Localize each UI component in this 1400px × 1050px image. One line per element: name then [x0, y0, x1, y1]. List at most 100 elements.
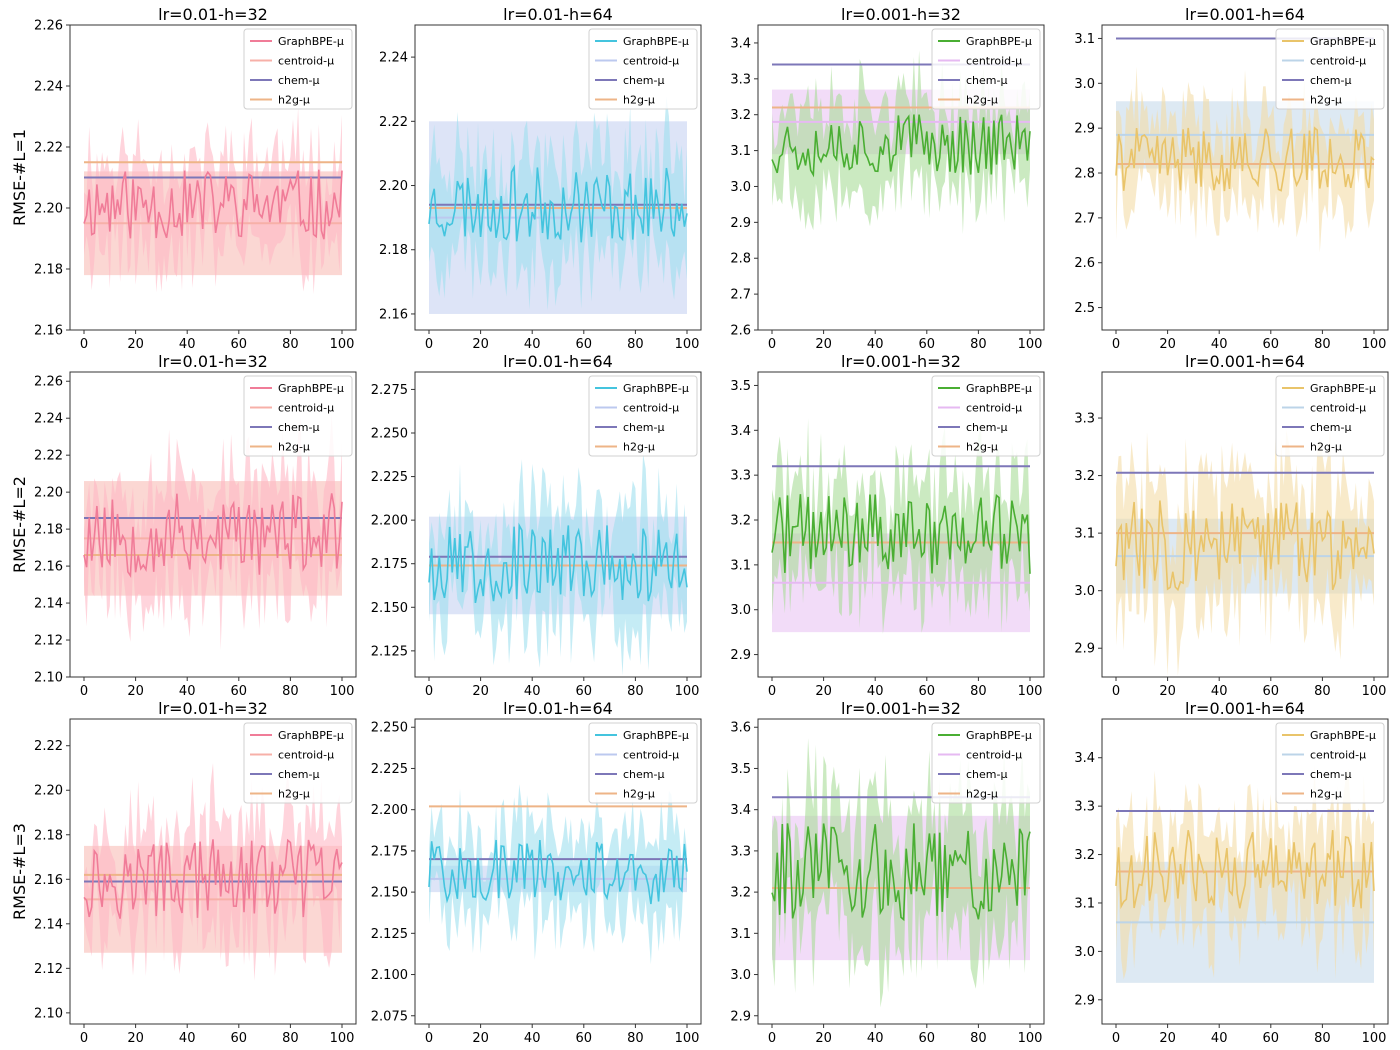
x-tick-label: 20 — [1159, 337, 1176, 352]
y-tick-label: 3.4 — [730, 424, 751, 439]
x-tick-label: 100 — [330, 337, 355, 352]
x-tick-label: 20 — [472, 684, 489, 699]
legend: GraphBPE-μ centroid-μ chem-μ h2g-μ — [243, 28, 353, 110]
legend: GraphBPE-μ centroid-μ chem-μ h2g-μ — [588, 722, 698, 804]
y-tick-label: 2.12 — [34, 634, 63, 649]
y-tick-label: 3.5 — [730, 379, 751, 394]
subplot-title: lr=0.01-h=32 — [158, 5, 268, 24]
plot-frame — [69, 718, 357, 1025]
legend: GraphBPE-μ centroid-μ chem-μ h2g-μ — [243, 722, 353, 804]
subplot-title: lr=0.001-h=64 — [1185, 5, 1305, 24]
x-tick-label: 80 — [282, 684, 299, 699]
legend-label: GraphBPE-μ — [966, 729, 1032, 742]
legend-label: h2g-μ — [1310, 94, 1342, 107]
x-tick-label: 0 — [80, 1031, 88, 1046]
x-tick-label: 100 — [1018, 1031, 1043, 1046]
plot-frame — [757, 371, 1045, 678]
legend-label: centroid-μ — [1310, 402, 1366, 415]
y-tick-label: 3.3 — [730, 72, 751, 87]
legend: GraphBPE-μ centroid-μ chem-μ h2g-μ — [931, 375, 1041, 457]
x-tick-label: 40 — [179, 337, 196, 352]
legend-box — [243, 28, 353, 110]
y-tick-label: 2.18 — [34, 263, 63, 278]
y-tick-label: 3.5 — [730, 762, 751, 777]
y-tick-label: 2.24 — [34, 80, 63, 95]
legend-label: h2g-μ — [966, 441, 998, 454]
y-tick-label: 2.9 — [730, 216, 751, 231]
subplot-2-3: lr=0.001-h=32 0 20 40 60 80 100 2.9 3.0 3.1 3.2 3.3… — [730, 352, 1045, 699]
graphbpe-line — [771, 493, 1031, 574]
y-tick-label: 2.125 — [371, 644, 408, 659]
subplot-title: lr=0.001-h=64 — [1185, 352, 1305, 371]
x-tick-label: 20 — [472, 1031, 489, 1046]
x-tick-label: 60 — [576, 684, 593, 699]
legend-label: h2g-μ — [278, 788, 310, 801]
legend: GraphBPE-μ centroid-μ chem-μ h2g-μ — [931, 722, 1041, 804]
graphbpe-band — [84, 763, 342, 981]
legend-label: GraphBPE-μ — [966, 382, 1032, 395]
y-tick-label: 2.175 — [371, 844, 408, 859]
legend-label: GraphBPE-μ — [1310, 729, 1376, 742]
subplot-1-3: lr=0.001-h=32 0 20 40 60 80 100 2.6 2.7 2.8 2.9 3.0… — [730, 5, 1045, 352]
y-tick-label: 2.22 — [34, 449, 63, 464]
x-tick-label: 100 — [675, 1031, 700, 1046]
x-tick-label: 60 — [919, 337, 936, 352]
y-tick-label: 2.275 — [371, 383, 408, 398]
y-tick-label: 3.4 — [730, 803, 751, 818]
plot-frame — [1101, 24, 1389, 331]
x-tick-label: 0 — [80, 684, 88, 699]
x-tick-label: 100 — [330, 1031, 355, 1046]
y-tick-label: 3.0 — [730, 603, 751, 618]
x-tick-label: 40 — [524, 337, 541, 352]
y-tick-label: 2.16 — [34, 324, 63, 339]
plot-frame — [1101, 371, 1389, 678]
y-tick-label: 2.150 — [371, 886, 408, 901]
x-tick-label: 40 — [1211, 1031, 1228, 1046]
graphbpe-line — [428, 164, 688, 243]
subplot-1-4: lr=0.001-h=64 0 20 40 60 80 100 2.5 2.6 2.7 2.8 2.9… — [1074, 5, 1389, 352]
y-tick-label: 3.1 — [730, 144, 751, 159]
x-tick-label: 80 — [627, 1031, 644, 1046]
y-tick-label: 2.18 — [34, 828, 63, 843]
y-tick-label: 2.26 — [34, 19, 63, 34]
y-tick-label: 2.5 — [1074, 301, 1095, 316]
x-tick-label: 80 — [282, 337, 299, 352]
legend-label: chem-μ — [966, 74, 1007, 87]
plot-frame — [1101, 718, 1389, 1025]
y-tick-label: 3.3 — [1074, 800, 1095, 815]
y-tick-label: 2.16 — [379, 307, 408, 322]
legend-label: h2g-μ — [966, 788, 998, 801]
legend-label: chem-μ — [1310, 768, 1351, 781]
plot-frame — [757, 24, 1045, 331]
y-tick-label: 3.0 — [730, 968, 751, 983]
y-tick-label: 2.26 — [34, 375, 63, 390]
x-tick-label: 0 — [768, 337, 776, 352]
x-tick-label: 20 — [1159, 684, 1176, 699]
x-tick-label: 60 — [231, 684, 248, 699]
legend-label: GraphBPE-μ — [278, 382, 344, 395]
subplot-1-2: lr=0.01-h=64 0 20 40 60 80 100 2.16 2.18 2.20 2.22… — [379, 5, 702, 352]
legend-label: centroid-μ — [1310, 55, 1366, 68]
x-tick-label: 60 — [231, 1031, 248, 1046]
y-tick-label: 2.9 — [730, 648, 751, 663]
plot-frame — [69, 371, 357, 678]
y-tick-label: 3.2 — [1074, 848, 1095, 863]
x-tick-label: 40 — [867, 684, 884, 699]
x-tick-label: 20 — [815, 337, 832, 352]
y-tick-label: 3.2 — [730, 514, 751, 529]
y-tick-label: 2.22 — [379, 115, 408, 130]
y-tick-label: 2.12 — [34, 962, 63, 977]
legend-label: GraphBPE-μ — [1310, 382, 1376, 395]
y-tick-label: 2.22 — [34, 141, 63, 156]
legend-label: GraphBPE-μ — [278, 729, 344, 742]
y-tick-label: 3.0 — [1074, 584, 1095, 599]
x-tick-label: 100 — [1362, 1031, 1387, 1046]
legend-label: centroid-μ — [966, 749, 1022, 762]
x-tick-label: 40 — [867, 337, 884, 352]
x-tick-label: 100 — [675, 684, 700, 699]
graphbpe-band — [84, 414, 342, 651]
legend-box — [931, 375, 1041, 457]
legend-label: centroid-μ — [278, 402, 334, 415]
legend-label: h2g-μ — [966, 94, 998, 107]
